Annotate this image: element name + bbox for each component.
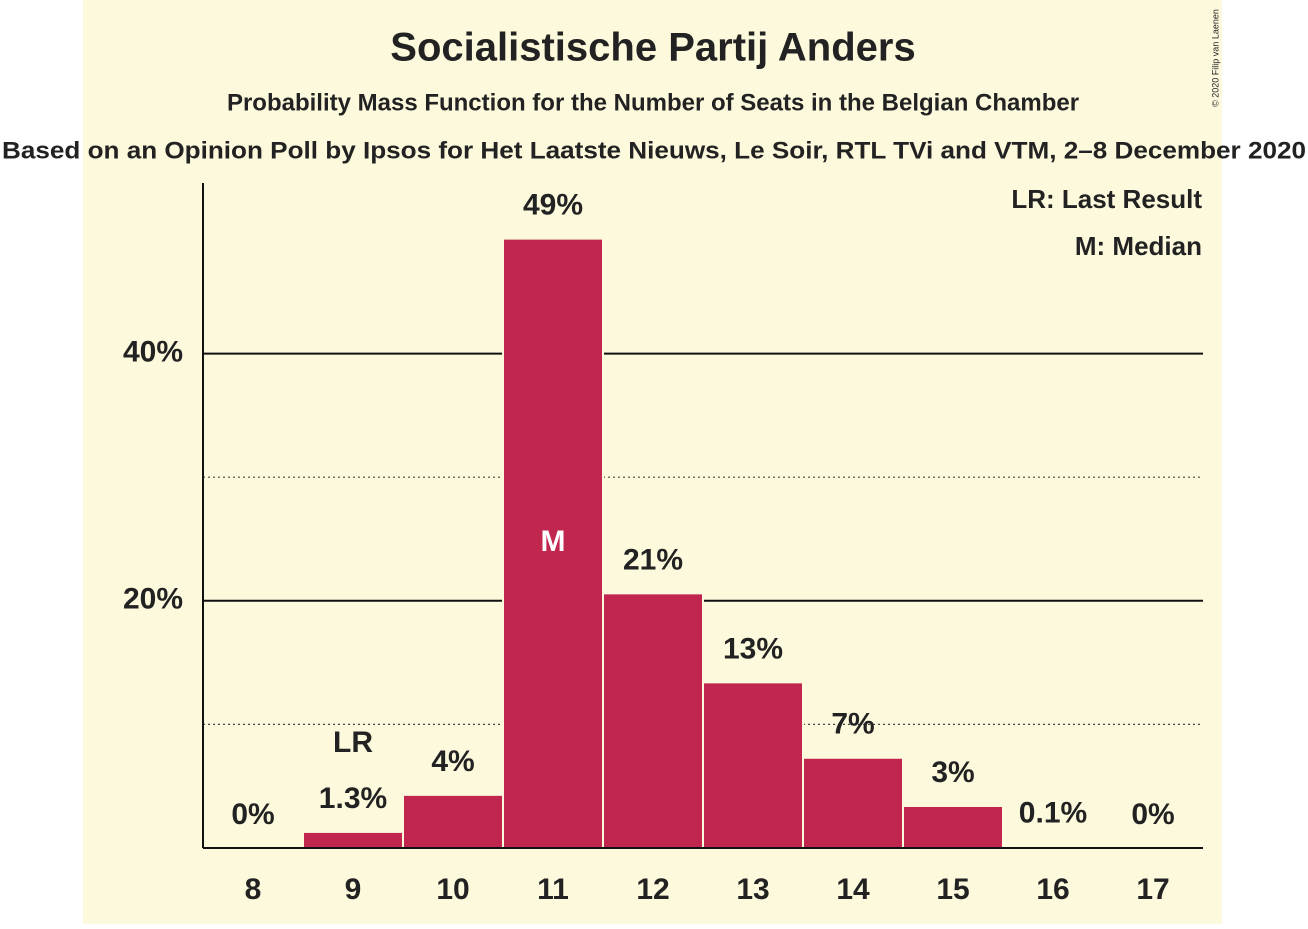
x-tick-label: 16 xyxy=(1036,873,1069,906)
x-tick-label: 10 xyxy=(436,873,469,906)
value-label: 21% xyxy=(623,543,683,576)
x-tick-label: 13 xyxy=(736,873,769,906)
legend-entry: M: Median xyxy=(1075,231,1202,261)
legend-entry: LR: Last Result xyxy=(1011,184,1202,214)
chart-source: Based on an Opinion Poll by Ipsos for He… xyxy=(2,137,1306,164)
value-label: 13% xyxy=(723,632,783,665)
bar xyxy=(702,681,804,850)
marker-label: M xyxy=(541,525,566,558)
y-tick-label: 20% xyxy=(123,583,183,616)
x-tick-label: 14 xyxy=(836,873,870,906)
value-label: 7% xyxy=(831,708,874,741)
y-tick-label: 40% xyxy=(123,335,183,368)
bar xyxy=(502,237,604,849)
x-tick-label: 9 xyxy=(345,873,362,906)
x-tick-label: 12 xyxy=(636,873,669,906)
value-label: 1.3% xyxy=(319,782,387,815)
value-label: 0.1% xyxy=(1019,797,1087,830)
bar xyxy=(302,830,404,849)
copyright: © 2020 Filip van Laenen xyxy=(1210,9,1220,107)
marker-label: LR xyxy=(333,726,373,759)
x-tick-label: 17 xyxy=(1136,873,1169,906)
x-tick-label: 11 xyxy=(537,873,569,906)
value-label: 3% xyxy=(931,756,974,789)
bar xyxy=(802,756,904,849)
x-tick-label: 15 xyxy=(936,873,969,906)
value-label: 49% xyxy=(523,189,583,222)
bar xyxy=(602,592,704,850)
value-label: 0% xyxy=(1131,798,1174,831)
bar xyxy=(902,804,1004,850)
chart-subtitle: Probability Mass Function for the Number… xyxy=(227,89,1079,116)
x-tick-label: 8 xyxy=(245,873,262,906)
bar xyxy=(402,793,504,849)
chart-title: Socialistische Partij Anders xyxy=(390,26,915,70)
value-label: 0% xyxy=(231,798,274,831)
value-label: 4% xyxy=(431,745,474,778)
